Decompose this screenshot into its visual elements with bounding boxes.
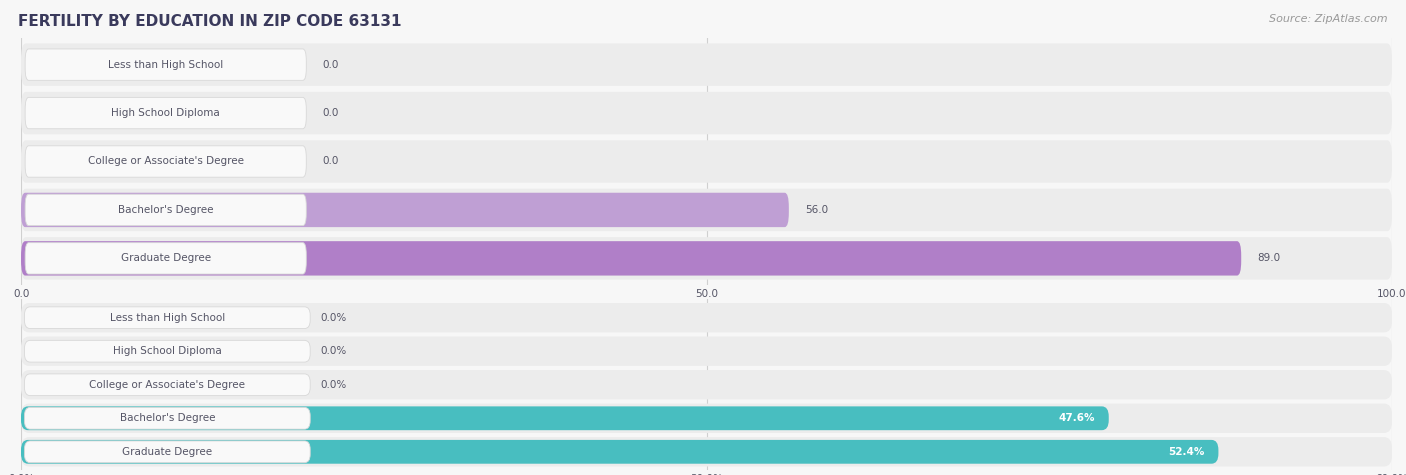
Text: Less than High School: Less than High School: [110, 313, 225, 323]
Text: 56.0: 56.0: [806, 205, 828, 215]
Text: 89.0: 89.0: [1257, 253, 1281, 263]
FancyBboxPatch shape: [24, 374, 311, 396]
Text: 0.0: 0.0: [322, 108, 339, 118]
FancyBboxPatch shape: [25, 97, 307, 129]
Text: 0.0%: 0.0%: [321, 346, 347, 356]
FancyBboxPatch shape: [24, 441, 311, 463]
FancyBboxPatch shape: [21, 241, 1241, 276]
Text: Bachelor's Degree: Bachelor's Degree: [120, 413, 215, 423]
Text: 0.0%: 0.0%: [321, 313, 347, 323]
FancyBboxPatch shape: [21, 43, 1392, 86]
Text: Graduate Degree: Graduate Degree: [122, 447, 212, 457]
Text: Less than High School: Less than High School: [108, 60, 224, 70]
Text: College or Associate's Degree: College or Associate's Degree: [87, 156, 243, 167]
FancyBboxPatch shape: [24, 307, 311, 329]
FancyBboxPatch shape: [21, 140, 1392, 183]
Text: Graduate Degree: Graduate Degree: [121, 253, 211, 263]
FancyBboxPatch shape: [21, 336, 1392, 366]
FancyBboxPatch shape: [24, 408, 311, 429]
FancyBboxPatch shape: [21, 407, 1109, 430]
FancyBboxPatch shape: [21, 237, 1392, 280]
FancyBboxPatch shape: [21, 92, 1392, 134]
FancyBboxPatch shape: [21, 404, 1392, 433]
Text: Source: ZipAtlas.com: Source: ZipAtlas.com: [1270, 14, 1388, 24]
FancyBboxPatch shape: [21, 189, 1392, 231]
FancyBboxPatch shape: [21, 303, 1392, 332]
FancyBboxPatch shape: [21, 437, 1392, 466]
FancyBboxPatch shape: [21, 370, 1392, 399]
FancyBboxPatch shape: [25, 243, 307, 274]
Text: 47.6%: 47.6%: [1059, 413, 1095, 423]
Text: High School Diploma: High School Diploma: [112, 346, 222, 356]
Text: College or Associate's Degree: College or Associate's Degree: [90, 380, 245, 390]
Text: FERTILITY BY EDUCATION IN ZIP CODE 63131: FERTILITY BY EDUCATION IN ZIP CODE 63131: [18, 14, 402, 29]
FancyBboxPatch shape: [24, 341, 311, 362]
Text: High School Diploma: High School Diploma: [111, 108, 221, 118]
FancyBboxPatch shape: [25, 194, 307, 226]
Text: 0.0: 0.0: [322, 156, 339, 167]
FancyBboxPatch shape: [25, 146, 307, 177]
Text: Bachelor's Degree: Bachelor's Degree: [118, 205, 214, 215]
FancyBboxPatch shape: [21, 440, 1219, 464]
FancyBboxPatch shape: [21, 193, 789, 227]
FancyBboxPatch shape: [25, 49, 307, 80]
Text: 0.0%: 0.0%: [321, 380, 347, 390]
Text: 0.0: 0.0: [322, 60, 339, 70]
Text: 52.4%: 52.4%: [1168, 447, 1205, 457]
